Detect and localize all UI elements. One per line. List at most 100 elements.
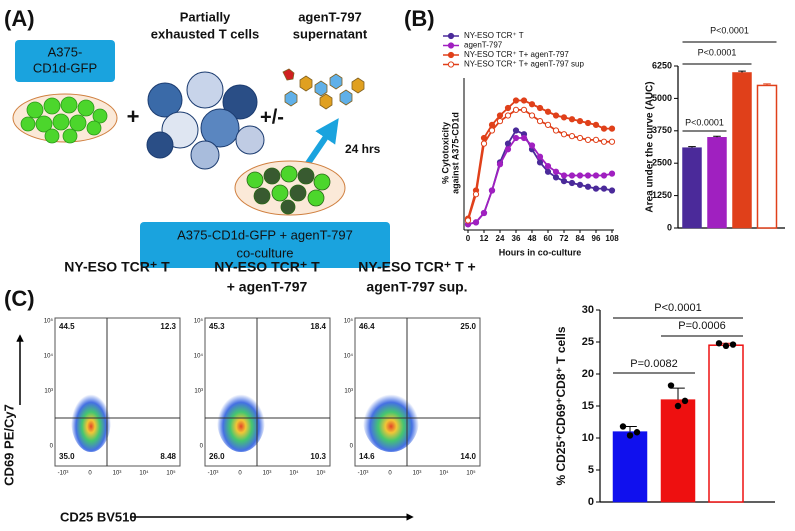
- flow-x-tick: 0: [388, 471, 392, 477]
- point: [496, 161, 504, 168]
- point: [544, 163, 552, 170]
- quadrant-value: 35.0: [59, 452, 75, 461]
- flow-title: + agenT-797: [227, 279, 308, 295]
- flow-y-tick: 10⁵: [344, 318, 354, 325]
- legend-marker: [447, 51, 455, 59]
- y-axis-label: % Cytotoxicity: [440, 122, 450, 184]
- data-point: [626, 432, 634, 439]
- point: [600, 185, 608, 192]
- point: [576, 172, 584, 179]
- x-tick-label: 72: [560, 234, 569, 243]
- point: [608, 187, 616, 194]
- point: [560, 131, 568, 138]
- point: [592, 136, 600, 143]
- error-bar: [763, 83, 771, 86]
- y-tick-label: 0: [588, 496, 594, 508]
- point: [480, 209, 488, 217]
- point: [528, 142, 536, 149]
- p-value: P=0.0082: [630, 358, 677, 370]
- y-tick-label: 2500: [652, 158, 672, 168]
- flow-title: NY-ESO TCR⁺ T: [64, 259, 170, 275]
- y-tick-label: 3750: [652, 125, 672, 135]
- point: [504, 104, 512, 112]
- point: [520, 97, 528, 104]
- quadrant-value: 10.3: [310, 452, 326, 461]
- y-tick-label: 5: [588, 464, 594, 476]
- point: [488, 127, 496, 134]
- data-point: [729, 341, 737, 348]
- x-tick-label: 24: [496, 234, 505, 243]
- quadrant-value: 45.3: [209, 322, 225, 331]
- point: [568, 172, 576, 179]
- point: [576, 181, 584, 188]
- flow-y-tick: 0: [50, 444, 54, 450]
- sup-label: agenT-797: [298, 9, 362, 24]
- error-bar: [738, 70, 746, 73]
- point: [568, 133, 576, 140]
- flow-x-tick: 0: [238, 471, 242, 477]
- point: [512, 134, 520, 142]
- y-tick-label: 5000: [652, 93, 672, 103]
- point: [600, 172, 608, 179]
- point: [552, 168, 560, 175]
- bar: [682, 147, 702, 229]
- series-line: [467, 137, 613, 226]
- point: [576, 134, 584, 142]
- point: [584, 136, 592, 143]
- flow-y-tick: 10⁴: [194, 353, 204, 360]
- bar: [707, 137, 727, 229]
- point: [528, 112, 536, 119]
- point: [592, 185, 600, 192]
- panel-label: (C): [4, 286, 35, 311]
- error-bar: [671, 387, 685, 400]
- point: [512, 97, 520, 104]
- bar: [756, 84, 778, 229]
- quadrant-value: 14.6: [359, 452, 375, 461]
- y-tick-label: 6250: [652, 60, 672, 70]
- point: [520, 134, 528, 142]
- legend-marker: [447, 42, 455, 49]
- p-value: P=0.0006: [678, 320, 725, 332]
- point: [600, 125, 608, 132]
- point: [552, 174, 560, 181]
- point: [560, 172, 568, 179]
- point: [560, 114, 568, 121]
- point: [536, 153, 544, 160]
- data-point: [667, 382, 675, 389]
- x-tick-label: 96: [592, 234, 601, 243]
- p-value: P<0.0001: [698, 47, 737, 57]
- flow-x-tick: 10⁵: [316, 470, 326, 477]
- p-value: P<0.0001: [685, 117, 724, 127]
- point: [544, 121, 552, 128]
- x-tick-label: 84: [576, 234, 585, 243]
- bar: [708, 344, 744, 503]
- point: [560, 178, 568, 185]
- flow-x-tick: 10³: [413, 471, 422, 477]
- data-point: [674, 402, 682, 410]
- point: [504, 146, 512, 153]
- legend-marker: [447, 32, 455, 40]
- point: [536, 104, 544, 112]
- cell-label: exhausted T cells: [151, 26, 259, 41]
- data-point: [681, 397, 689, 405]
- flow-y-tick: 10⁵: [194, 318, 204, 325]
- point: [608, 170, 616, 177]
- flow-y-label: CD69 PE/Cy7: [1, 404, 16, 486]
- data-point: [722, 342, 730, 350]
- box-label: A375-CD1d-GFP + agenT-797: [177, 227, 353, 242]
- cell-label: Partially: [180, 9, 231, 24]
- flow-x-tick: 10⁴: [139, 470, 149, 477]
- quadrant-value: 18.4: [310, 322, 326, 331]
- flow-y-tick: 0: [200, 444, 204, 450]
- point: [608, 138, 616, 145]
- flow-y-tick: 10⁴: [344, 353, 354, 360]
- x-tick-label: 36: [512, 234, 521, 243]
- flow-x-tick: -10³: [358, 471, 369, 477]
- point: [488, 187, 496, 194]
- legend-label: agenT-797: [464, 41, 503, 50]
- point: [472, 219, 480, 226]
- x-tick-label: 12: [480, 234, 489, 243]
- flow-x-tick: -10³: [208, 471, 219, 477]
- time-label: 24 hrs: [345, 142, 381, 156]
- quadrant-value: 44.5: [59, 322, 75, 331]
